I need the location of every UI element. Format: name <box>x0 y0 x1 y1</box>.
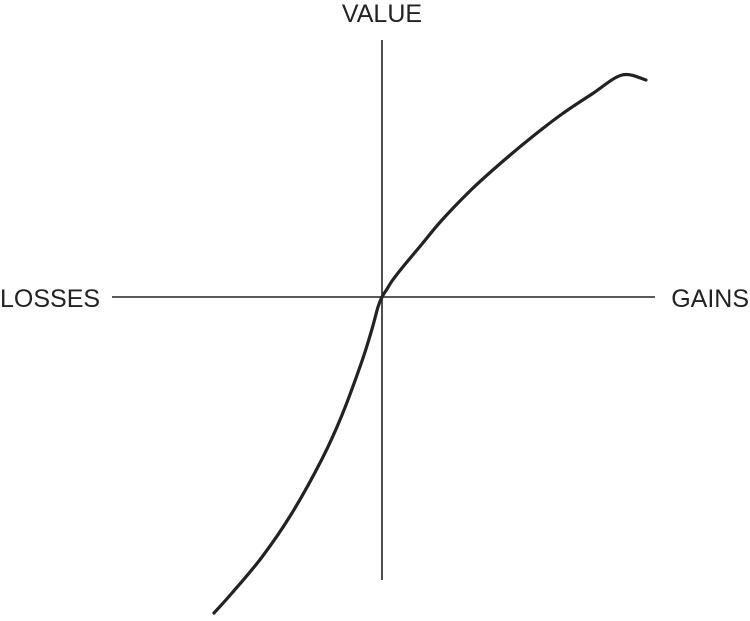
x-axis-label-gains: GAINS <box>671 285 749 313</box>
value-curve <box>212 72 648 615</box>
y-axis-label: VALUE <box>342 0 422 28</box>
x-axis-label-losses: LOSSES <box>0 285 100 313</box>
